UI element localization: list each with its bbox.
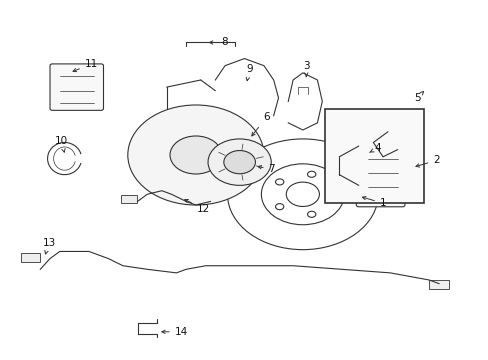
Circle shape <box>127 105 264 205</box>
Text: 8: 8 <box>209 37 228 48</box>
Bar <box>428 280 448 289</box>
Text: 4: 4 <box>369 143 381 153</box>
Text: 11: 11 <box>73 59 98 72</box>
Circle shape <box>224 150 255 174</box>
Bar <box>120 195 136 203</box>
Bar <box>324 109 424 203</box>
Text: 13: 13 <box>42 238 56 254</box>
Bar <box>21 253 40 262</box>
Text: 9: 9 <box>245 64 252 81</box>
Bar <box>354 147 372 159</box>
FancyBboxPatch shape <box>50 64 103 111</box>
Text: 3: 3 <box>303 61 309 76</box>
Text: 2: 2 <box>415 156 439 167</box>
Text: 7: 7 <box>258 164 274 174</box>
Text: 5: 5 <box>413 91 423 103</box>
Text: 6: 6 <box>251 112 269 136</box>
Circle shape <box>170 136 221 174</box>
Text: 10: 10 <box>55 136 68 152</box>
Text: 12: 12 <box>184 199 209 213</box>
Circle shape <box>207 139 271 185</box>
Text: 1: 1 <box>362 197 386 208</box>
Text: 14: 14 <box>162 327 187 337</box>
FancyBboxPatch shape <box>356 153 404 207</box>
